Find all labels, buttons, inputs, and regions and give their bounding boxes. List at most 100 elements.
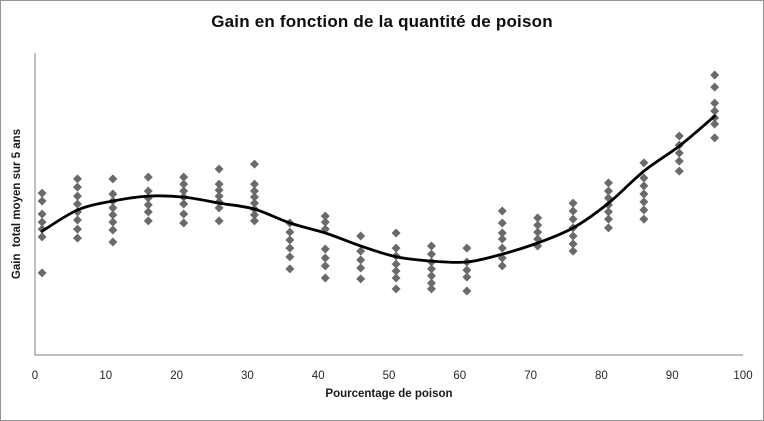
scatter-point <box>214 179 224 189</box>
scatter-point <box>37 217 47 227</box>
scatter-point <box>391 228 401 238</box>
x-axis-label: Pourcentage de poison <box>325 388 453 400</box>
scatter-point <box>462 243 472 253</box>
scatter-point <box>391 273 401 283</box>
scatter-point <box>108 217 118 227</box>
scatter-point <box>426 278 436 288</box>
scatter-point <box>674 148 684 158</box>
scatter-point <box>179 199 189 209</box>
scatter-point <box>426 284 436 294</box>
scatter-point <box>497 234 507 244</box>
scatter-point <box>356 231 366 241</box>
scatter-point <box>72 199 82 209</box>
scatter-point <box>285 252 295 262</box>
scatter-point <box>462 265 472 275</box>
scatter-point <box>108 237 118 247</box>
scatter-point <box>214 203 224 213</box>
scatter-point <box>320 261 330 271</box>
scatter-point <box>639 197 649 207</box>
scatter-point <box>533 220 543 230</box>
scatter-point <box>710 133 720 143</box>
scatter-point <box>320 253 330 263</box>
scatter-point <box>72 174 82 184</box>
scatter-point <box>179 218 189 228</box>
axis-lines <box>34 53 743 356</box>
scatter-point <box>710 98 720 108</box>
scatter-point <box>72 215 82 225</box>
scatter-point <box>639 181 649 191</box>
scatter-point <box>356 255 366 265</box>
scatter-point <box>179 186 189 196</box>
scatter-point <box>356 263 366 273</box>
scatter-point <box>249 159 259 169</box>
scatter-point <box>143 207 153 217</box>
scatter-point <box>249 210 259 220</box>
scatter-point <box>37 196 47 206</box>
scatter-point <box>710 70 720 80</box>
scatter-point <box>639 173 649 183</box>
scatter-point <box>72 233 82 243</box>
scatter-point <box>497 206 507 216</box>
scatter-point <box>710 119 720 129</box>
scatter-point <box>603 207 613 217</box>
scatter-point <box>179 209 189 219</box>
scatter-point <box>497 253 507 263</box>
chart-title: Gain en fonction de la quantité de poiso… <box>211 12 553 31</box>
scatter-point <box>603 223 613 233</box>
scatter-point <box>214 191 224 201</box>
x-tick-label: 60 <box>453 370 466 382</box>
scatter-point <box>674 131 684 141</box>
x-tick-label: 20 <box>170 370 183 382</box>
x-tick-label: 50 <box>383 370 396 382</box>
scatter-point <box>603 178 613 188</box>
scatter-point <box>179 179 189 189</box>
scatter-point <box>462 272 472 282</box>
scatter-point <box>249 216 259 226</box>
scatter-point <box>391 266 401 276</box>
scatter-point <box>356 246 366 256</box>
scatter-point <box>533 213 543 223</box>
trend-line <box>40 114 717 264</box>
scatter-point <box>320 217 330 227</box>
scatter-point <box>37 209 47 219</box>
scatter-point <box>249 179 259 189</box>
scatter-point <box>568 246 578 256</box>
scatter-point <box>214 185 224 195</box>
scatter-point <box>391 243 401 253</box>
scatter-point <box>391 284 401 294</box>
scatter-point <box>639 214 649 224</box>
x-tick-label: 0 <box>32 370 38 382</box>
scatter-point <box>179 172 189 182</box>
scatter-point <box>72 182 82 192</box>
scatter-point <box>497 243 507 253</box>
scatter-point <box>639 205 649 215</box>
scatter-point <box>143 172 153 182</box>
scatter-point <box>426 241 436 251</box>
scatter-point <box>72 224 82 234</box>
scatter-point <box>356 274 366 284</box>
scatter-point <box>497 218 507 228</box>
scatter-point <box>108 225 118 235</box>
x-tick-label: 80 <box>595 370 608 382</box>
scatter-point <box>249 186 259 196</box>
scatter-point <box>249 192 259 202</box>
scatter-point <box>639 189 649 199</box>
scatter-point <box>320 211 330 221</box>
scatter-point <box>426 249 436 259</box>
scatter-point <box>568 198 578 208</box>
x-tick-label: 70 <box>524 370 537 382</box>
scatter-point <box>285 264 295 274</box>
scatter-point <box>426 264 436 274</box>
scatter-point <box>37 232 47 242</box>
scatter-point <box>320 273 330 283</box>
x-tick-label: 30 <box>241 370 254 382</box>
scatter-point <box>143 186 153 196</box>
scatter-point <box>143 200 153 210</box>
scatter-point <box>37 268 47 278</box>
scatter-point <box>214 164 224 174</box>
scatter-point <box>568 214 578 224</box>
scatter-point <box>72 191 82 201</box>
scatter-point <box>462 286 472 296</box>
scatter-point <box>568 206 578 216</box>
scatter-point <box>108 210 118 220</box>
